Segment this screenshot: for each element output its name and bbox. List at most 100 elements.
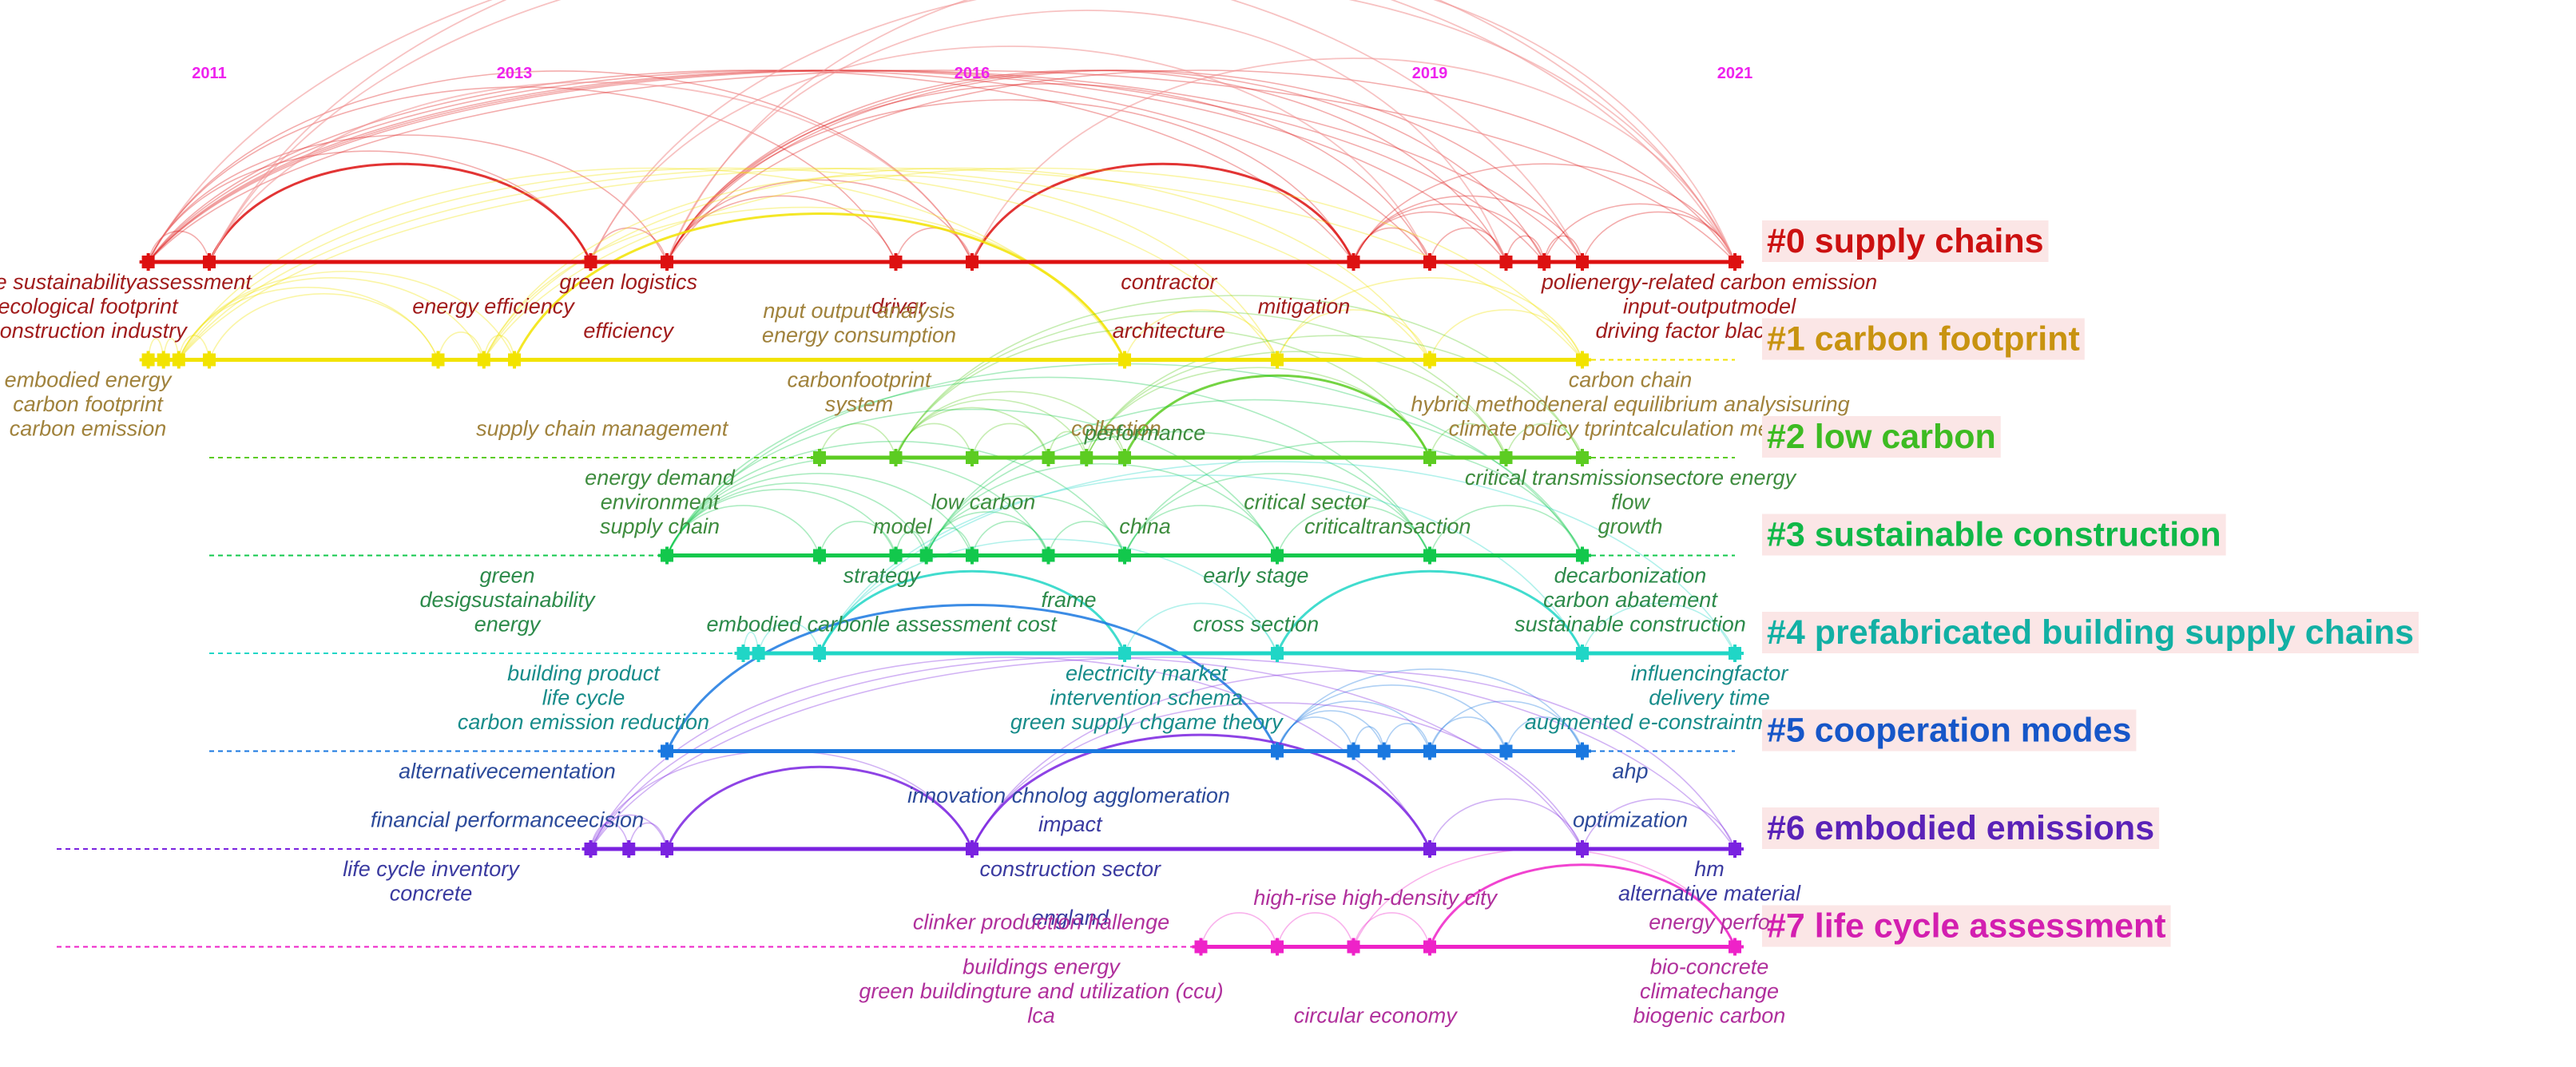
citation-arc	[1276, 710, 1385, 752]
citation-arc	[147, 69, 1545, 263]
citation-arc	[970, 162, 1355, 263]
cluster-label: #7 life cycle assessment	[1767, 907, 2166, 946]
keyword-label: green logistics	[559, 270, 697, 294]
citation-arc	[1276, 569, 1584, 654]
keyword-label: england	[1032, 906, 1109, 930]
keyword-label: contractor	[1121, 270, 1217, 294]
year-label: 2021	[1717, 65, 1753, 82]
citation-arc	[1276, 505, 1431, 556]
keyword-label: system	[825, 392, 894, 416]
keyword-label: carbon abatement	[1543, 588, 1718, 612]
citation-arc	[1429, 798, 1583, 850]
keyword-label: critical transmissionsectore energy	[1465, 466, 1797, 490]
keyword-label: innovation chnolog agglomeration	[907, 783, 1230, 807]
keyword-label: energy demand	[585, 466, 736, 490]
keyword-label: sustainable construction	[1514, 613, 1746, 637]
cluster-6: #6 embodied emissions impact life cycle in…	[57, 807, 2160, 930]
cluster-5: #5 cooperation modes alternativecementati…	[209, 709, 2137, 832]
keyword-label: impact	[1038, 812, 1103, 836]
citation-arc	[666, 69, 1736, 263]
keyword-label: carbon chain	[1569, 368, 1693, 392]
citation-arc	[1352, 195, 1583, 263]
citation-arc	[147, 134, 668, 263]
citation-arc	[1276, 700, 1431, 752]
citation-arc	[1086, 335, 1583, 458]
keyword-label: early stage	[1203, 564, 1308, 588]
citation-arc	[1124, 602, 1278, 654]
citation-arc	[148, 69, 1736, 263]
keyword-label: energy efficiency	[412, 295, 575, 319]
citation-arc	[665, 765, 974, 850]
cluster-label-bg	[1762, 416, 2001, 458]
citation-arc	[1124, 472, 1431, 556]
citation-arc	[1276, 684, 1507, 752]
keyword-label: carbon emission reduction	[458, 710, 709, 734]
cluster-label: #4 prefabricated building supply chains	[1767, 613, 2414, 652]
citation-arc	[1383, 723, 1431, 752]
citation-arc	[1352, 203, 1545, 263]
citation-arc	[1505, 716, 1583, 752]
keyword-label: green buildingture and utilization (ccu)	[859, 979, 1223, 1003]
keyword-label: hm	[1694, 857, 1725, 881]
citation-arc	[666, 472, 973, 556]
citation-arc	[1582, 602, 1736, 654]
keyword-label: criticaltransaction	[1304, 514, 1471, 538]
citation-arc	[147, 230, 210, 263]
citation-arc	[1276, 716, 1355, 752]
citation-arc	[1352, 912, 1431, 947]
citation-arc	[1352, 726, 1385, 752]
keyword-label: building product	[507, 661, 661, 685]
citation-arc	[666, 482, 927, 556]
citation-arc	[483, 335, 515, 360]
cluster-label: #2 low carbon	[1767, 418, 1996, 456]
citation-arc	[971, 422, 1050, 458]
citation-arc	[589, 0, 1736, 263]
citation-arc	[1276, 276, 1583, 360]
citation-arc	[589, 814, 668, 850]
citation-arc	[970, 733, 1431, 850]
keyword-label: driver	[871, 295, 927, 319]
citation-arc	[147, 70, 973, 263]
citation-arc	[178, 271, 515, 360]
citation-arc	[1047, 521, 1125, 556]
citation-arc	[589, 46, 1431, 263]
keyword-label: life cycle inventory	[343, 857, 520, 881]
citation-arc	[895, 295, 1583, 458]
citation-arc	[1047, 430, 1088, 458]
citation-arc	[971, 702, 1583, 850]
keyword-label: electricity market	[1066, 661, 1228, 685]
citation-arc	[178, 335, 210, 360]
keyword-label: intervention schema	[1050, 686, 1243, 710]
citation-arc	[819, 422, 897, 458]
citation-arc	[819, 538, 1278, 654]
citation-arc	[1543, 235, 1583, 263]
citation-arc	[1276, 309, 1431, 360]
keyword-label: collection	[1071, 417, 1161, 441]
keyword-label: alternative material	[1618, 882, 1801, 906]
cluster-label-bg	[1762, 318, 2085, 360]
year-axis: 2011 2013 2016 2019 2021	[192, 65, 1752, 82]
keyword-label: green	[479, 564, 534, 588]
keyword-label: hybrid methodeneral equilibrium analysis…	[1411, 392, 1849, 416]
cluster-label-bg	[1762, 905, 2171, 947]
keyword-label: lca	[1027, 1004, 1055, 1028]
citation-arc	[147, 150, 592, 263]
cluster-label-bg	[1762, 220, 2049, 262]
keyword-label: ecological footprint	[0, 295, 179, 319]
citation-arc	[1276, 912, 1355, 947]
citation-arc	[1352, 211, 1507, 263]
citation-arc	[1200, 912, 1278, 947]
citation-arc	[666, 83, 1431, 263]
citation-arc	[1428, 863, 1737, 948]
citation-arc	[665, 604, 1279, 752]
citation-arc	[925, 430, 1431, 556]
keyword-label: influencingfactor	[1631, 661, 1789, 685]
keyword-label: green supply chgame theory	[1010, 710, 1284, 734]
citation-arc	[1352, 227, 1431, 263]
citation-arcs	[147, 0, 1737, 948]
year-label: 2019	[1412, 65, 1448, 82]
keyword-label: performance	[1084, 421, 1206, 445]
citation-arc	[147, 86, 897, 263]
keyword-label: critical sector	[1244, 490, 1371, 514]
